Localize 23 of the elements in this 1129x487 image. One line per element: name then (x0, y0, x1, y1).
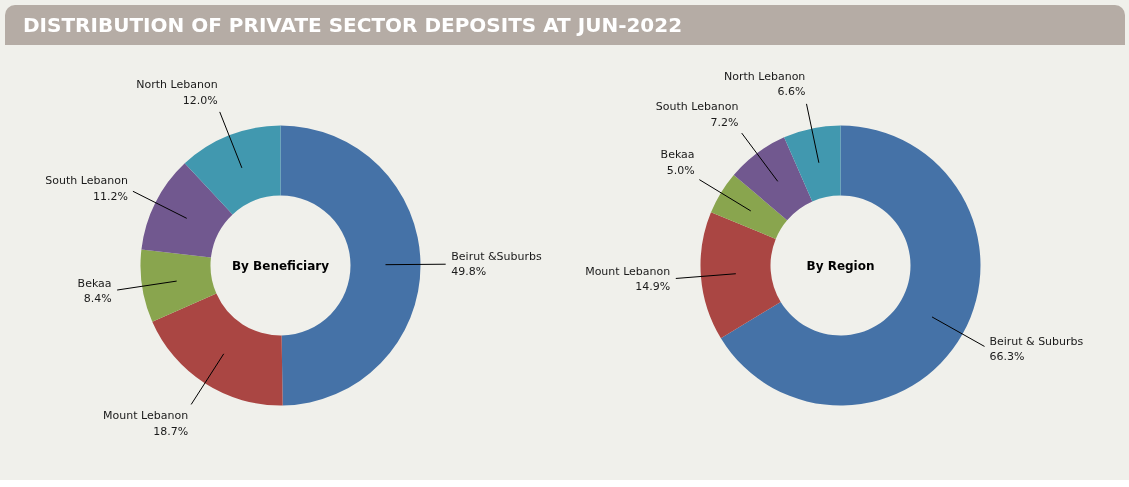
data-label: 66.3% (989, 350, 1025, 364)
slice-label: Beirut &Suburbs (451, 249, 542, 263)
slice-label: Beirut & Suburbs (989, 334, 1084, 348)
slice-label: North Lebanon (136, 78, 218, 92)
text: By Beneficiary (231, 258, 330, 273)
slice-label: Mount Lebanon (585, 264, 671, 278)
slice-label: South Lebanon (45, 174, 128, 188)
data-label: 5.0% (666, 163, 695, 177)
data-label: 49.8% (451, 265, 487, 279)
data-label: 14.9% (635, 280, 671, 294)
text: By Region (806, 258, 875, 273)
data-label: 7.2% (710, 115, 739, 129)
slice-label: North Lebanon (723, 69, 806, 83)
chart-title: DISTRIBUTION OF PRIVATE SECTOR DEPOSITS AT JUN-2022 (23, 12, 683, 39)
data-label: 11.2% (92, 190, 128, 204)
data-label: 8.4% (83, 292, 112, 306)
slice-label: Bekaa (77, 276, 112, 290)
data-label: 12.0% (182, 93, 218, 107)
slice-label: Mount Lebanon (103, 409, 189, 423)
slice-label: Bekaa (660, 148, 695, 162)
data-label: 18.7% (153, 424, 189, 438)
slice-label: South Lebanon (655, 100, 739, 114)
data-label: 6.6% (777, 85, 806, 99)
